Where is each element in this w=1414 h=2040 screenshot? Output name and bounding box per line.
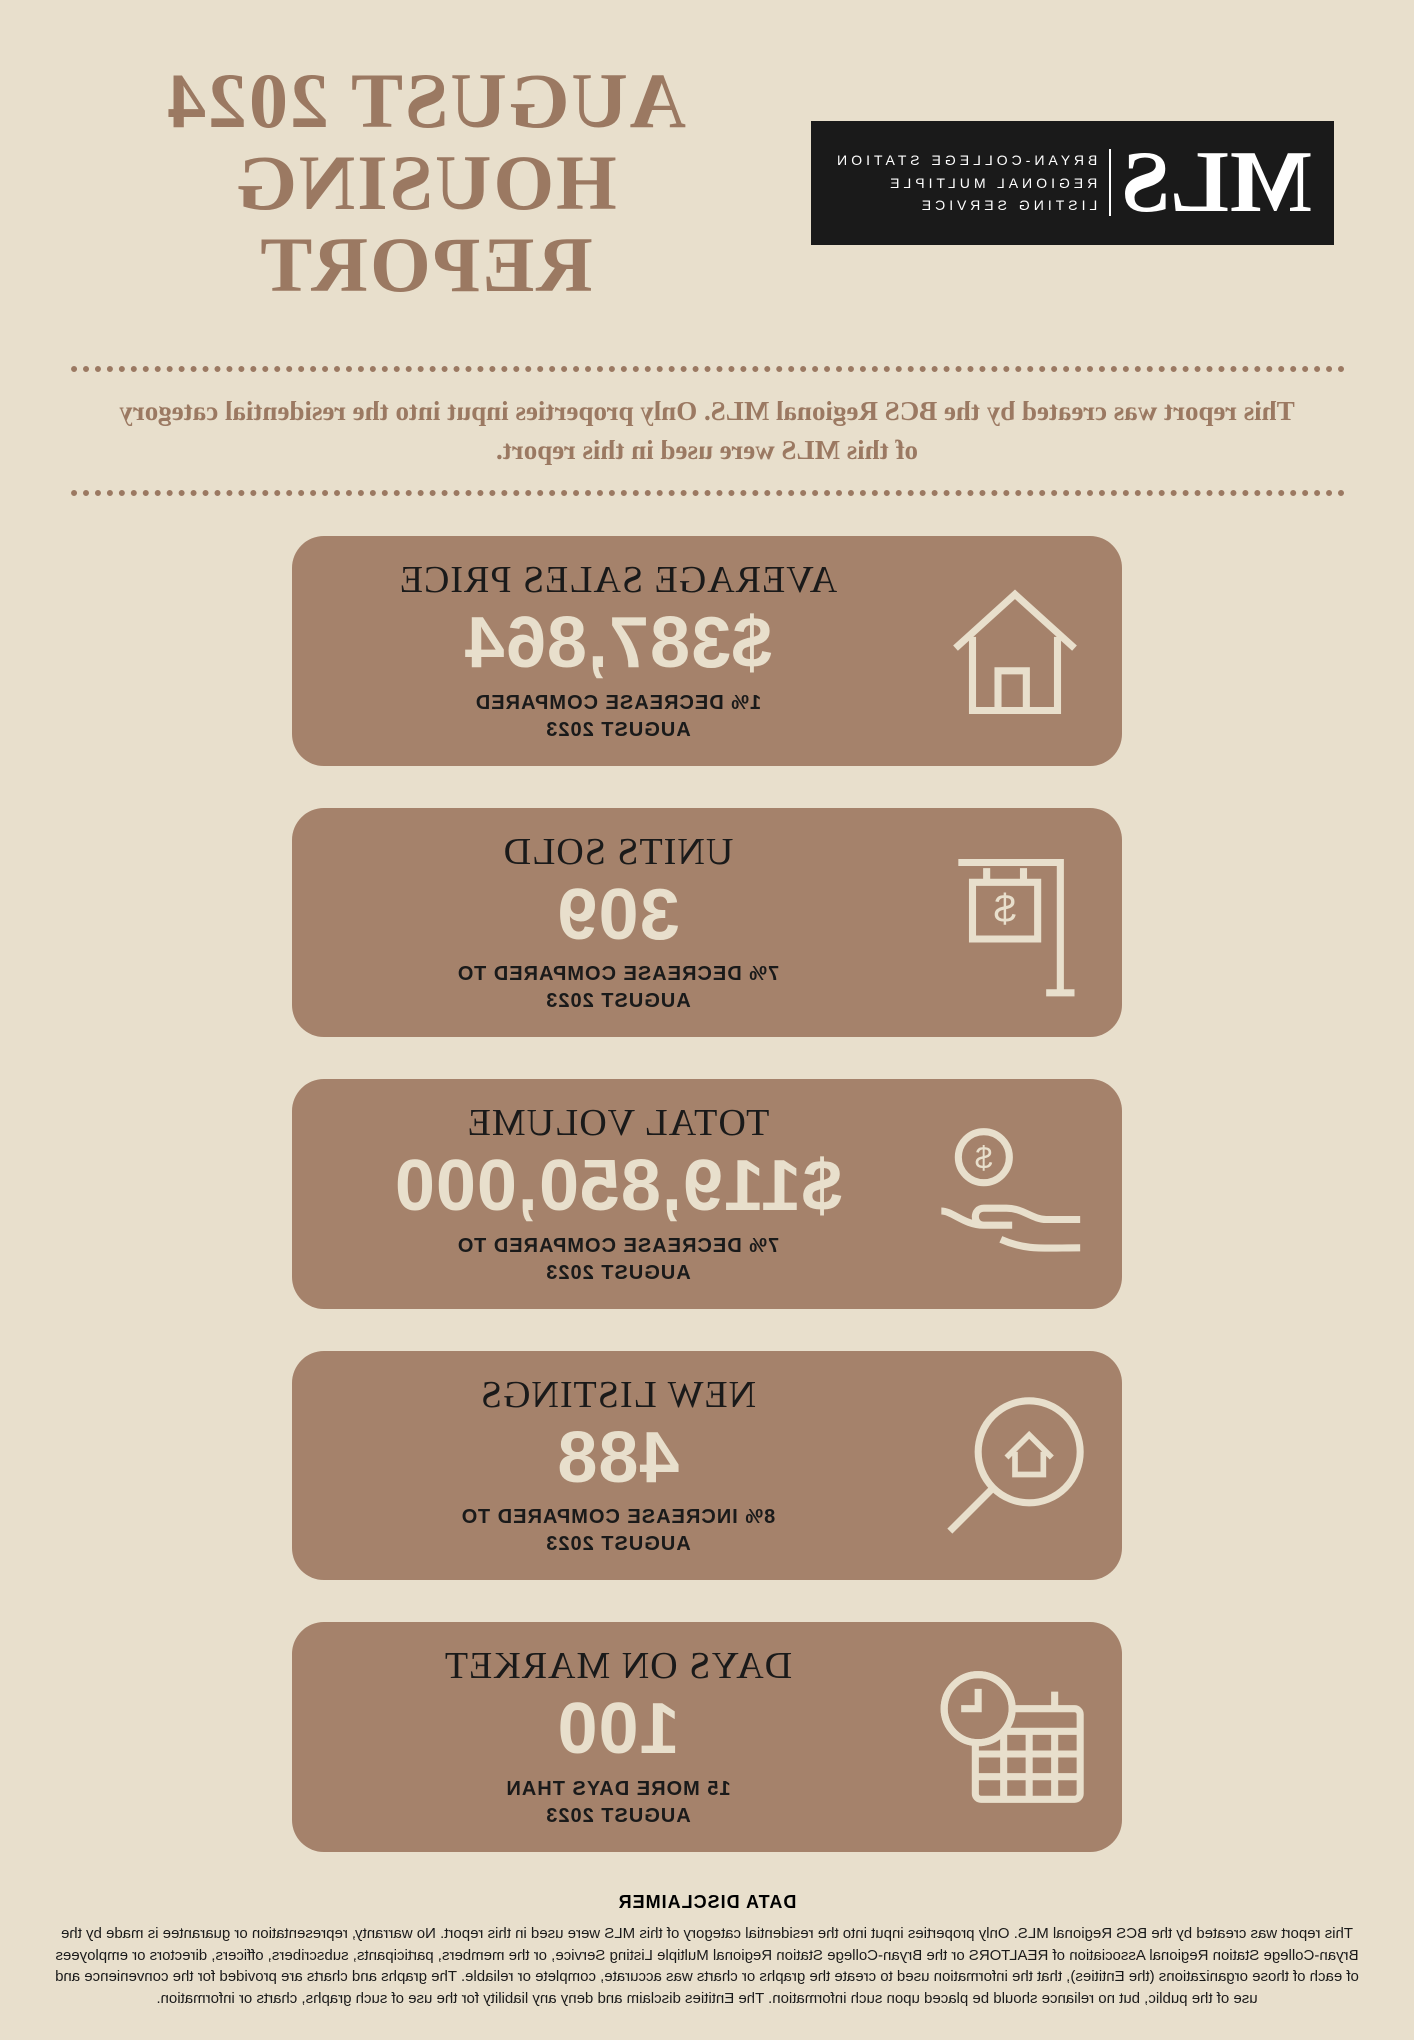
card-title: UNITS SOLD — [330, 830, 906, 874]
svg-text:$: $ — [994, 887, 1016, 931]
logo-subtitle: BRYAN-COLLEGE STATIONREGIONAL MULTIPLELI… — [833, 149, 1111, 216]
card-title: AVERAGE SALES PRICE — [330, 558, 906, 602]
card-days-on-market: DAYS ON MARKET 100 15 MORE DAYS THANAUGU… — [292, 1622, 1122, 1852]
house-icon — [930, 566, 1100, 736]
card-new-listings: NEW LISTINGS 488 8% INCREASE COMPARED TO… — [292, 1351, 1122, 1581]
card-title: DAYS ON MARKET — [330, 1644, 906, 1688]
card-sub: 7% DECREASE COMPARED TOAUGUST 2023 — [330, 961, 906, 1015]
card-units-sold: $ UNITS SOLD 309 7% DECREASE COMPARED TO… — [292, 808, 1122, 1038]
card-value: 309 — [330, 878, 906, 954]
disclaimer-text: This report was created by the BCS Regio… — [0, 1913, 1414, 2040]
report-title: AUGUST 2024HOUSING REPORT — [80, 60, 771, 306]
calendar-clock-icon — [930, 1652, 1100, 1822]
card-value: 488 — [330, 1421, 906, 1497]
disclaimer-heading: DATA DISCLAIMER — [0, 1892, 1414, 1913]
mls-logo: MLS BRYAN-COLLEGE STATIONREGIONAL MULTIP… — [811, 121, 1334, 245]
magnify-house-icon — [930, 1381, 1100, 1551]
svg-text:$: $ — [975, 1140, 992, 1175]
intro-band: This report was created by the BCS Regio… — [70, 366, 1344, 496]
card-sub: 8% INCREASE COMPARED TOAUGUST 2023 — [330, 1504, 906, 1558]
card-sub: 7% DECREASE COMPARED TOAUGUST 2023 — [330, 1233, 906, 1287]
card-value: 100 — [330, 1692, 906, 1768]
card-title: NEW LISTINGS — [330, 1373, 906, 1417]
card-value: $119,850,000 — [330, 1149, 906, 1225]
card-sub: 1% DECREASE COMPAREDAUGUST 2023 — [330, 690, 906, 744]
card-avg-price: AVERAGE SALES PRICE $387,864 1% DECREASE… — [292, 536, 1122, 766]
hand-coin-icon: $ — [930, 1109, 1100, 1279]
card-title: TOTAL VOLUME — [330, 1101, 906, 1145]
card-sub: 15 MORE DAYS THANAUGUST 2023 — [330, 1776, 906, 1830]
card-total-volume: $ TOTAL VOLUME $119,850,000 7% DECREASE … — [292, 1079, 1122, 1309]
stat-cards: AVERAGE SALES PRICE $387,864 1% DECREASE… — [0, 536, 1414, 1852]
logo-mls-text: MLS — [1121, 139, 1312, 227]
sign-icon: $ — [930, 837, 1100, 1007]
card-value: $387,864 — [330, 606, 906, 682]
